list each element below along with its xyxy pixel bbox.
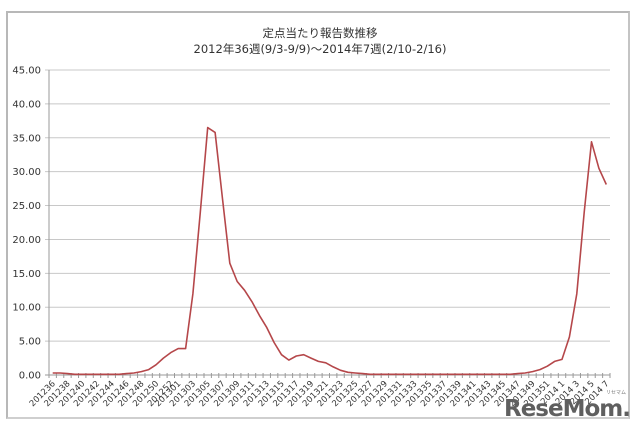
chart-subtitle: 2012年36週(9/3-9/9)～2014年7週(2/10-2/16) bbox=[193, 42, 447, 56]
x-axis bbox=[48, 70, 611, 378]
y-axis-labels: 0.00 5.00 10.00 15.00 20.00 25.00 30.00 35.00 40… bbox=[12, 66, 41, 382]
y-tick-label: 20.00 bbox=[12, 235, 41, 246]
y-tick-label: 25.00 bbox=[12, 201, 41, 212]
resemom-logo: ReseMom. bbox=[504, 396, 631, 422]
y-tick-label: 0.00 bbox=[19, 371, 41, 382]
y-tick-label: 10.00 bbox=[12, 303, 41, 314]
y-tick-label: 45.00 bbox=[12, 66, 41, 77]
chart-frame bbox=[6, 11, 630, 419]
gridlines bbox=[45, 69, 610, 376]
y-tick-label: 40.00 bbox=[12, 99, 41, 110]
y-tick-label: 35.00 bbox=[12, 133, 41, 144]
watermark-subtext: リセマム bbox=[605, 390, 626, 396]
series-line bbox=[52, 126, 608, 376]
y-tick-label: 15.00 bbox=[12, 269, 41, 280]
y-tick-label: 30.00 bbox=[12, 167, 41, 178]
chart-title: 定点当たり報告数推移 bbox=[262, 26, 378, 40]
y-tick-label: 5.00 bbox=[19, 337, 41, 348]
